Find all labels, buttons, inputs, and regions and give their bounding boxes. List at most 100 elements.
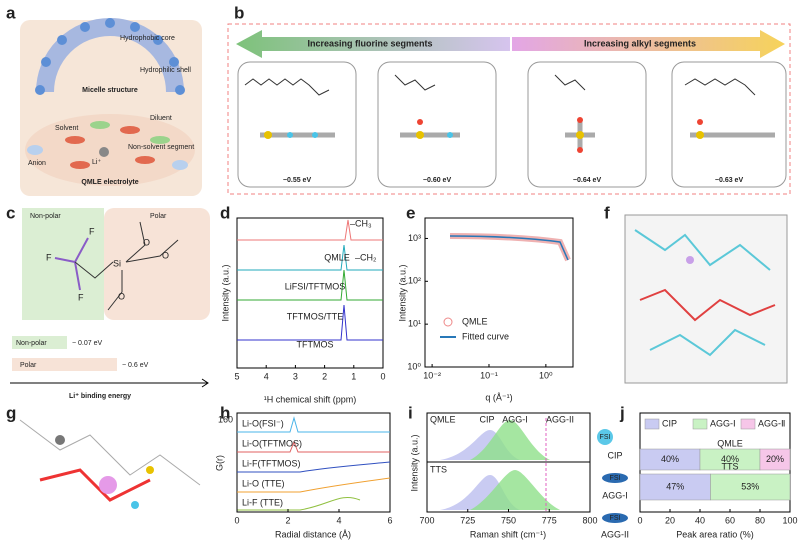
icon-label: FSI <box>610 515 621 522</box>
legend-label: Polar <box>20 362 37 369</box>
label: Non-solvent segment <box>128 144 194 151</box>
x-label: Radial distance (Å) <box>275 529 351 539</box>
category-label: QMLE <box>717 438 743 448</box>
label: Micelle structure <box>82 87 138 94</box>
panel-frame <box>227 23 791 195</box>
value-label: 47% <box>666 481 684 491</box>
y-tick-label: 10³ <box>408 233 421 243</box>
md-box <box>624 214 788 384</box>
atom: O <box>118 291 125 301</box>
x-tick-label: 6 <box>387 515 392 525</box>
panel-label: j <box>619 403 625 422</box>
polar-region <box>104 208 210 320</box>
x-tick-label: 700 <box>419 515 434 525</box>
trace-label: Li-F (TTE) <box>242 497 283 507</box>
x-tick-label: 2 <box>285 515 290 525</box>
legend-swatch <box>740 418 756 430</box>
x-tick-label: 10⁰ <box>539 370 553 380</box>
label: QMLE electrolyte <box>81 179 138 186</box>
y-tick-label: 10⁰ <box>407 361 421 371</box>
x-tick-label: 4 <box>264 371 269 381</box>
annotation: –CH₃ <box>350 218 372 228</box>
icon-label: FSI <box>610 475 621 482</box>
sample-label: QMLE <box>430 414 456 424</box>
arrow-label: Increasing fluorine segments <box>307 38 432 48</box>
molecule-models <box>260 117 775 153</box>
x-tick-label: 20 <box>665 515 675 525</box>
label: Li⁺ <box>92 159 101 166</box>
panel-label: b <box>234 3 244 22</box>
trace-label: Li-O (TTE) <box>242 478 285 488</box>
energy: −0.60 eV <box>423 177 452 184</box>
x-tick-label: 80 <box>755 515 765 525</box>
y-tick-label: 160 <box>218 414 233 424</box>
x-tick-label: 800 <box>582 515 597 525</box>
trace-label: TFTMOS <box>297 339 334 349</box>
nonpolar-region <box>22 208 104 320</box>
plot-frame <box>236 217 384 369</box>
value-label: 40% <box>721 454 739 464</box>
panel-label: e <box>406 203 415 222</box>
energy: −0.55 eV <box>283 177 312 184</box>
x-tick-label: 10⁻¹ <box>480 370 498 380</box>
value-label: 40% <box>661 454 679 464</box>
x-tick-label: 10⁻² <box>423 370 441 380</box>
sample-label: TTS <box>430 464 447 474</box>
panel-label: a <box>6 3 16 22</box>
legend-label: Non-polar <box>16 340 47 347</box>
anion <box>27 145 188 170</box>
legend-label: CIP <box>662 418 677 428</box>
species-label: AGG-II <box>601 529 629 539</box>
energy: −0.63 eV <box>715 177 744 184</box>
x-tick-label: 4 <box>336 515 341 525</box>
fitted-curve <box>449 235 569 261</box>
x-tick-label: 0 <box>234 515 239 525</box>
bar-segment <box>639 473 711 501</box>
x-tick-label: 100 <box>782 515 797 525</box>
species-label: AGG-I <box>602 490 628 500</box>
legend-marker <box>443 317 453 327</box>
atom: Si <box>113 258 121 268</box>
raman-fit <box>440 418 560 512</box>
x-label: ¹H chemical shift (ppm) <box>264 394 357 404</box>
x-tick-label: 40 <box>695 515 705 525</box>
species-icons <box>597 429 628 523</box>
peak-label: AGG-I <box>502 414 528 424</box>
x-tick-label: 750 <box>501 515 516 525</box>
x-tick-label: 5 <box>234 371 239 381</box>
bar-segment <box>710 473 791 501</box>
x-tick-label: 725 <box>460 515 475 525</box>
x-label: Peak area ratio (%) <box>676 529 754 539</box>
label: Anion <box>28 160 46 167</box>
arrow <box>512 30 785 58</box>
panel-label: i <box>408 403 413 422</box>
saxs-data <box>449 233 571 262</box>
trace-label: Li-F(TFTMOS) <box>242 458 301 468</box>
label: Solvent <box>55 125 78 132</box>
legend-label: QMLE <box>462 316 488 326</box>
x-tick-label: 3 <box>293 371 298 381</box>
legend-value: − 0.07 eV <box>72 340 102 347</box>
y-label: Intensity (a.u.) <box>397 264 407 321</box>
arrow-label: Increasing alkyl segments <box>584 38 696 48</box>
arrow <box>236 30 510 58</box>
y-tick-label: 10² <box>408 276 421 286</box>
atom: F <box>78 292 84 302</box>
molecule-structures <box>244 74 756 96</box>
x-tick-label: 0 <box>637 515 642 525</box>
atom: F <box>89 226 95 236</box>
legend-swatch <box>12 358 117 371</box>
annotation: –CH₂ <box>355 252 377 262</box>
y-label: Intensity (a.u.) <box>220 264 230 321</box>
x-label: Raman shift (cm⁻¹) <box>470 529 546 539</box>
legend-label: Fitted curve <box>462 331 509 341</box>
li-ion <box>99 147 109 157</box>
nmr-traces <box>237 219 383 341</box>
rdf-traces <box>237 416 391 511</box>
bar-segment <box>759 448 791 471</box>
bonds <box>74 221 179 311</box>
md-snapshot <box>634 229 776 357</box>
atom: O <box>143 237 150 247</box>
peak-label: AGG-II <box>546 414 574 424</box>
atom: F <box>46 252 52 262</box>
